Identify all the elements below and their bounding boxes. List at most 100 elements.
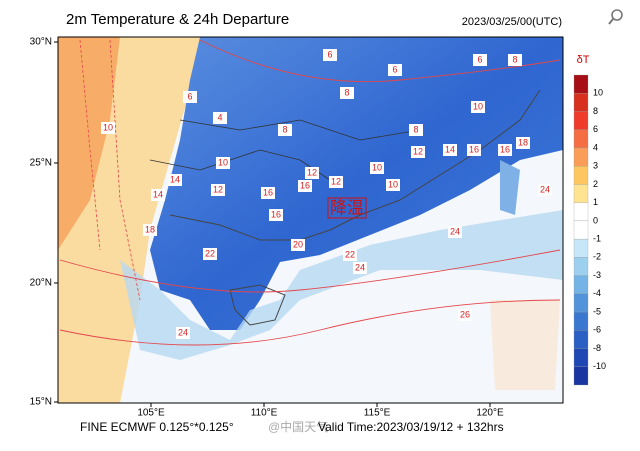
legend-swatch xyxy=(573,93,589,112)
contour-label-bg xyxy=(388,64,402,76)
contour-label: 18 xyxy=(145,224,155,234)
contour-label-bg xyxy=(498,144,512,156)
legend-label: -4 xyxy=(593,288,601,298)
contour-label-bg xyxy=(323,49,337,61)
zoom-icon[interactable] xyxy=(608,9,623,25)
contour-label-bg xyxy=(101,122,115,134)
footer-valid: Valid Time:2023/03/19/12 + 132hrs xyxy=(318,420,504,434)
legend-label: 10 xyxy=(593,88,603,98)
legend-label: -1 xyxy=(593,233,601,243)
contour-label: 16 xyxy=(469,144,479,154)
legend-swatch xyxy=(573,257,589,276)
contour-label-bg xyxy=(151,189,165,201)
contour-label: 20 xyxy=(293,239,303,249)
contour-label: 16 xyxy=(300,180,310,190)
contour-label-bg xyxy=(443,144,457,156)
legend-swatch xyxy=(573,311,589,331)
contour-label-bg xyxy=(473,54,487,66)
lat-axis: 30°N 25°N 20°N 15°N xyxy=(30,37,58,408)
contour-label: 10 xyxy=(103,122,113,132)
contour-label-bg xyxy=(298,180,312,192)
contour-label: 6 xyxy=(392,64,397,74)
contour-label-bg xyxy=(329,176,343,188)
contour-label-bg xyxy=(411,146,425,158)
watermark: @中国天气 xyxy=(268,419,328,434)
contour-label-bg xyxy=(213,112,227,124)
lat-label: 30°N xyxy=(30,37,52,48)
contour-label: 10 xyxy=(473,101,483,111)
contour-label-bg xyxy=(343,249,357,261)
contour-label: 6 xyxy=(477,54,482,64)
contour-label: 24 xyxy=(450,226,460,236)
contour-label: 12 xyxy=(213,184,223,194)
contour-label-bg xyxy=(269,209,283,221)
footer-model: FINE ECMWF 0.125°*0.125° xyxy=(80,420,234,434)
lon-axis: 105°E 110°E 115°E 120°E xyxy=(137,403,504,419)
legend-label: 0 xyxy=(593,215,598,225)
contour-label-bg xyxy=(216,157,230,169)
contour-label-bg xyxy=(458,309,472,321)
contour-label: 24 xyxy=(540,184,550,194)
contour-label: 10 xyxy=(372,162,382,172)
contour-label-bg xyxy=(211,184,225,196)
contour-label-bg xyxy=(168,174,182,186)
legend-swatch xyxy=(573,348,589,367)
legend-label: -8 xyxy=(593,343,601,353)
contour-label-bg xyxy=(353,262,367,274)
overlay-label: 降温 xyxy=(330,198,364,217)
contour-label-bg xyxy=(291,239,305,251)
contour-label: 10 xyxy=(388,179,398,189)
legend-swatch xyxy=(573,293,589,313)
contour-label-bg xyxy=(176,327,190,339)
contour-label-bg xyxy=(467,144,481,156)
legend-label: 1 xyxy=(593,197,598,207)
title: 2m Temperature & 24h Departure xyxy=(66,11,289,28)
contour-label: 24 xyxy=(178,327,188,337)
legend-swatch xyxy=(573,366,589,386)
contour-label-bg xyxy=(370,162,384,174)
contour-label: 6 xyxy=(327,49,332,59)
contour-label: 10 xyxy=(218,157,228,167)
legend-label: 3 xyxy=(593,161,598,171)
contour-label-bg xyxy=(340,87,354,99)
legend-title: δT xyxy=(577,54,590,66)
legend-swatch xyxy=(573,238,589,258)
lon-label: 115°E xyxy=(364,408,391,419)
contour-label-bg xyxy=(183,91,197,103)
contour-label-bg xyxy=(409,124,423,136)
lat-label: 25°N xyxy=(30,158,52,169)
contour-label: 8 xyxy=(413,124,418,134)
legend-swatch xyxy=(573,129,589,149)
contour-label: 16 xyxy=(500,144,510,154)
contour-label: 14 xyxy=(153,189,163,199)
contour-label: 12 xyxy=(413,146,423,156)
contour-label-bg xyxy=(203,248,217,260)
contour-label-bg xyxy=(516,137,530,149)
contour-label: 14 xyxy=(170,174,180,184)
contour-label: 8 xyxy=(512,54,517,64)
contour-label-bg xyxy=(448,226,462,238)
contour-label: 22 xyxy=(205,248,215,258)
legend-label: -2 xyxy=(593,252,601,262)
lon-label: 110°E xyxy=(251,408,278,419)
map xyxy=(58,37,563,403)
legend-label: 4 xyxy=(593,142,598,152)
lon-label: 120°E xyxy=(476,408,504,419)
contour-label: 14 xyxy=(445,144,455,154)
legend-swatch xyxy=(573,275,589,294)
contour-label-bg xyxy=(261,187,275,199)
contour-label: 12 xyxy=(331,176,341,186)
contour-label-bg xyxy=(278,124,292,136)
legend-swatch xyxy=(573,147,589,167)
contour-label-bg xyxy=(143,224,157,236)
contour-label-bg xyxy=(508,54,522,66)
legend-label: 2 xyxy=(593,179,598,189)
contour-label: 8 xyxy=(282,124,287,134)
legend-swatch xyxy=(573,184,589,203)
contour-label-bg xyxy=(538,184,552,196)
contour-label-bg xyxy=(305,167,319,179)
legend-label: -10 xyxy=(593,361,606,371)
legend-swatch xyxy=(573,202,589,222)
contour-label: 16 xyxy=(271,209,281,219)
